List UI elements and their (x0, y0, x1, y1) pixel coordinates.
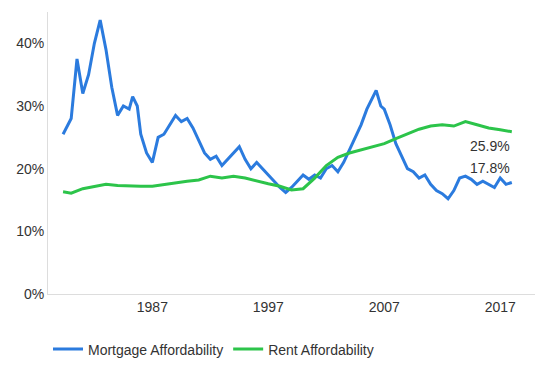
svg-text:25.9%: 25.9% (470, 138, 510, 154)
svg-text:2017: 2017 (485, 299, 516, 315)
svg-text:2007: 2007 (369, 299, 400, 315)
svg-text:1987: 1987 (137, 299, 168, 315)
svg-text:10%: 10% (16, 223, 44, 239)
svg-text:40%: 40% (16, 35, 44, 51)
svg-text:17.8%: 17.8% (470, 160, 510, 176)
svg-text:20%: 20% (16, 161, 44, 177)
svg-text:0%: 0% (24, 286, 44, 302)
svg-text:30%: 30% (16, 98, 44, 114)
svg-text:Rent Affordability: Rent Affordability (268, 342, 374, 358)
svg-text:Mortgage Affordability: Mortgage Affordability (88, 342, 223, 358)
svg-text:1997: 1997 (253, 299, 284, 315)
